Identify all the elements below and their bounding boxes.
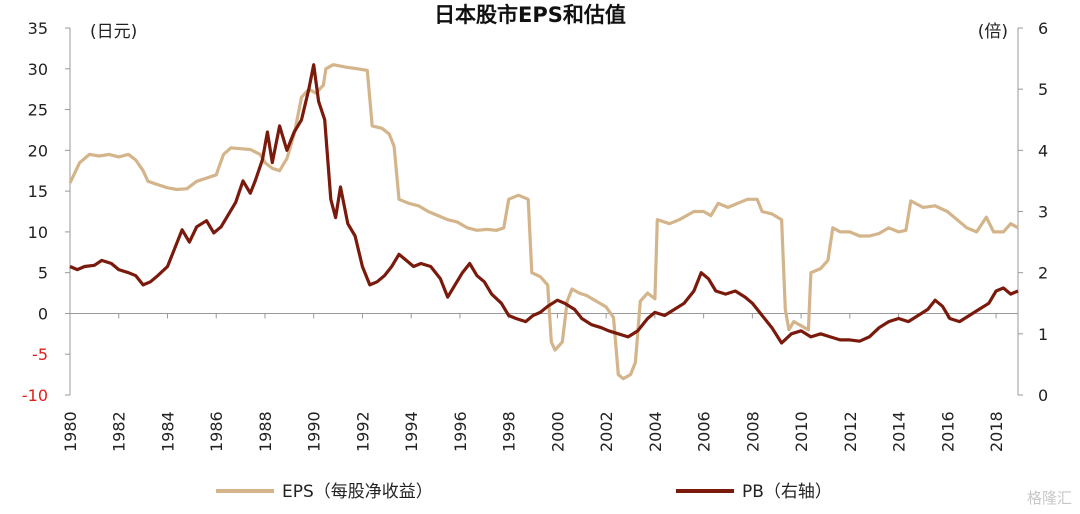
right-tick-label: 6: [1038, 19, 1048, 38]
right-tick-label: 2: [1038, 264, 1048, 283]
x-tick-label: 1990: [305, 411, 324, 452]
x-tick-label: 1996: [451, 411, 470, 452]
x-tick-label: 2004: [646, 411, 665, 452]
legend-pb-label: PB（右轴）: [742, 482, 832, 502]
eps-series-line: [68, 63, 1019, 381]
x-tick-label: 2000: [548, 411, 567, 452]
x-tick-label: 2002: [597, 411, 616, 452]
x-tick-label: 1992: [353, 411, 372, 452]
left-tick-label: 20: [28, 141, 48, 160]
left-tick-label: 15: [28, 182, 48, 201]
x-tick-label: 1998: [500, 411, 519, 452]
chart-title: 日本股市EPS和估值: [434, 3, 626, 27]
right-tick-label: 5: [1038, 80, 1048, 99]
left-tick-label: 10: [28, 223, 48, 242]
x-tick-label: 1980: [61, 411, 80, 452]
x-tick-label: 2008: [743, 411, 762, 452]
left-tick-label: 25: [28, 101, 48, 120]
x-tick-label: 2012: [841, 411, 860, 452]
right-tick-label: 1: [1038, 325, 1048, 344]
right-axis-unit: (倍): [978, 22, 1008, 42]
left-tick-label: 0: [38, 304, 48, 323]
left-tick-label: 35: [28, 19, 48, 38]
x-tick-label: 1982: [110, 411, 129, 452]
x-tick-label: 2018: [987, 411, 1006, 452]
x-tick-label: 2014: [890, 411, 909, 452]
series-layer: [68, 63, 1019, 381]
x-tick-label: 2016: [938, 411, 957, 452]
watermark: 格隆汇: [1027, 489, 1072, 507]
x-tick-label: 2006: [695, 411, 714, 452]
x-tick-label: 1988: [256, 411, 275, 452]
left-tick-label: -5: [32, 345, 48, 364]
legend-eps-label: EPS（每股净收益）: [282, 482, 433, 502]
x-tick-label: 1994: [402, 411, 421, 452]
right-tick-label: 0: [1038, 386, 1048, 405]
right-tick-label: 4: [1038, 141, 1048, 160]
pb-series-line: [69, 63, 1019, 345]
left-tick-label: 5: [38, 264, 48, 283]
legend: EPS（每股净收益） PB（右轴）: [216, 482, 832, 502]
right-tick-label: 3: [1038, 203, 1048, 222]
left-tick-label: -10: [22, 386, 48, 405]
left-axis-unit: (日元): [90, 22, 137, 42]
x-tick-label: 1986: [207, 411, 226, 452]
x-tick-label: 1984: [158, 411, 177, 452]
x-tick-label: 2010: [792, 411, 811, 452]
left-tick-label: 30: [28, 60, 48, 79]
